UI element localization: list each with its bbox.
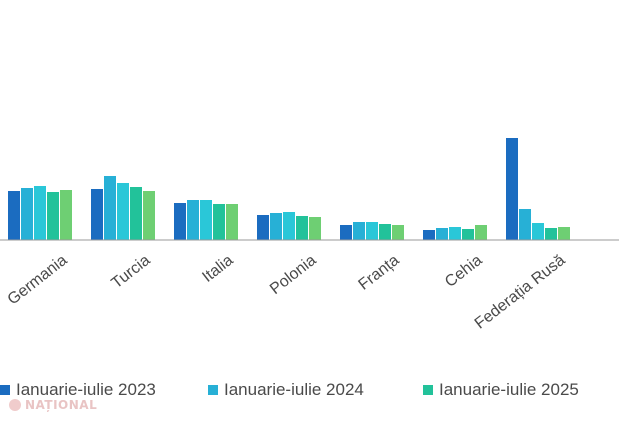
bar-cehia-s3 [462, 229, 474, 240]
bar-federa-ia-rus--s3 [545, 228, 557, 240]
bar-polonia-s3 [296, 216, 308, 240]
bar-fran-a-s0 [340, 225, 352, 240]
legend-swatch-2025 [423, 385, 433, 395]
bar-cehia-s0 [423, 230, 435, 240]
x-tick-label: Federația Rusă [472, 252, 569, 333]
legend-item-2024: Ianuarie-iulie 2024 [208, 380, 364, 400]
bar-polonia-s1 [270, 213, 282, 240]
bar-italia-s4 [226, 204, 238, 240]
bar-italia-s2 [200, 200, 212, 240]
watermark-text: NAȚIONAL [25, 398, 98, 412]
bar-turcia-s1 [104, 176, 116, 240]
bar-italia-s3 [213, 204, 225, 240]
x-tick-label: Polonia [267, 252, 320, 298]
legend-label-2023: Ianuarie-iulie 2023 [16, 380, 156, 399]
bar-germania-s3 [47, 192, 59, 240]
logo-icon [9, 399, 21, 411]
legend-label-2024: Ianuarie-iulie 2024 [224, 380, 364, 399]
x-tick-label: Italia [199, 252, 236, 286]
bar-germania-s4 [60, 190, 72, 240]
bar-turcia-s3 [130, 187, 142, 240]
x-tick-label: Cehia [442, 252, 485, 291]
bar-italia-s1 [187, 200, 199, 240]
bar-turcia-s0 [91, 189, 103, 240]
bar-federa-ia-rus--s4 [558, 227, 570, 240]
bar-italia-s0 [174, 203, 186, 240]
bar-polonia-s4 [309, 217, 321, 240]
bar-germania-s0 [8, 191, 20, 240]
bar-turcia-s4 [143, 191, 155, 240]
bar-fran-a-s4 [392, 225, 404, 240]
legend-swatch-2023 [0, 385, 10, 395]
watermark-logo: NAȚIONAL [9, 398, 97, 412]
legend: Ianuarie-iulie 2023 Ianuarie-iulie 2024 … [0, 380, 619, 410]
bar-federa-ia-rus--s2 [532, 223, 544, 240]
bar-federa-ia-rus--s0 [506, 138, 518, 240]
bar-germania-s1 [21, 188, 33, 240]
x-tick-label: Franța [356, 252, 403, 294]
bar-germania-s2 [34, 186, 46, 240]
bar-federa-ia-rus--s1 [519, 209, 531, 240]
bar-fran-a-s2 [366, 222, 378, 240]
legend-item-2023: Ianuarie-iulie 2023 [0, 380, 156, 400]
bar-turcia-s2 [117, 183, 129, 240]
legend-swatch-2024 [208, 385, 218, 395]
x-tick-label: Germania [5, 252, 71, 309]
bar-cehia-s1 [436, 228, 448, 240]
legend-item-2025: Ianuarie-iulie 2025 [423, 380, 579, 400]
x-tick-label: Turcia [108, 252, 153, 292]
bar-cehia-s2 [449, 227, 461, 240]
bar-cehia-s4 [475, 225, 487, 240]
bar-fran-a-s3 [379, 224, 391, 240]
bar-polonia-s2 [283, 212, 295, 240]
bar-fran-a-s1 [353, 222, 365, 240]
bar-polonia-s0 [257, 215, 269, 240]
legend-label-2025: Ianuarie-iulie 2025 [439, 380, 579, 399]
